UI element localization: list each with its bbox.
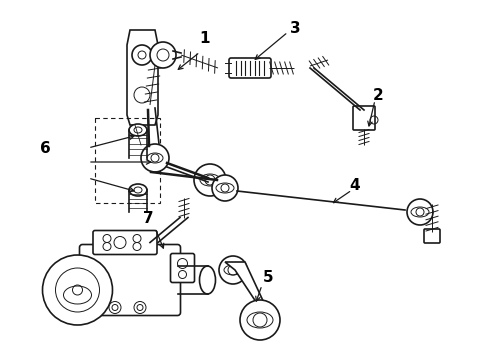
FancyBboxPatch shape: [424, 229, 440, 243]
Circle shape: [212, 175, 238, 201]
Text: 6: 6: [40, 140, 50, 156]
Bar: [95, 118, 160, 203]
Circle shape: [141, 144, 169, 172]
Circle shape: [43, 255, 113, 325]
Circle shape: [150, 42, 176, 68]
Circle shape: [194, 164, 226, 196]
Ellipse shape: [199, 266, 216, 294]
Ellipse shape: [129, 124, 147, 136]
Polygon shape: [127, 30, 158, 125]
FancyBboxPatch shape: [79, 244, 180, 315]
Text: 1: 1: [200, 31, 210, 45]
FancyBboxPatch shape: [93, 230, 157, 255]
Polygon shape: [225, 262, 265, 308]
FancyBboxPatch shape: [171, 253, 195, 283]
Text: 7: 7: [143, 211, 153, 225]
Ellipse shape: [129, 184, 147, 196]
Text: 3: 3: [290, 21, 300, 36]
Text: 2: 2: [372, 87, 383, 103]
Text: 5: 5: [263, 270, 273, 285]
Circle shape: [219, 256, 247, 284]
FancyBboxPatch shape: [229, 58, 271, 78]
Circle shape: [407, 199, 433, 225]
FancyBboxPatch shape: [353, 106, 375, 130]
Circle shape: [240, 300, 280, 340]
Text: 4: 4: [350, 177, 360, 193]
Circle shape: [134, 302, 146, 314]
Circle shape: [109, 302, 121, 314]
